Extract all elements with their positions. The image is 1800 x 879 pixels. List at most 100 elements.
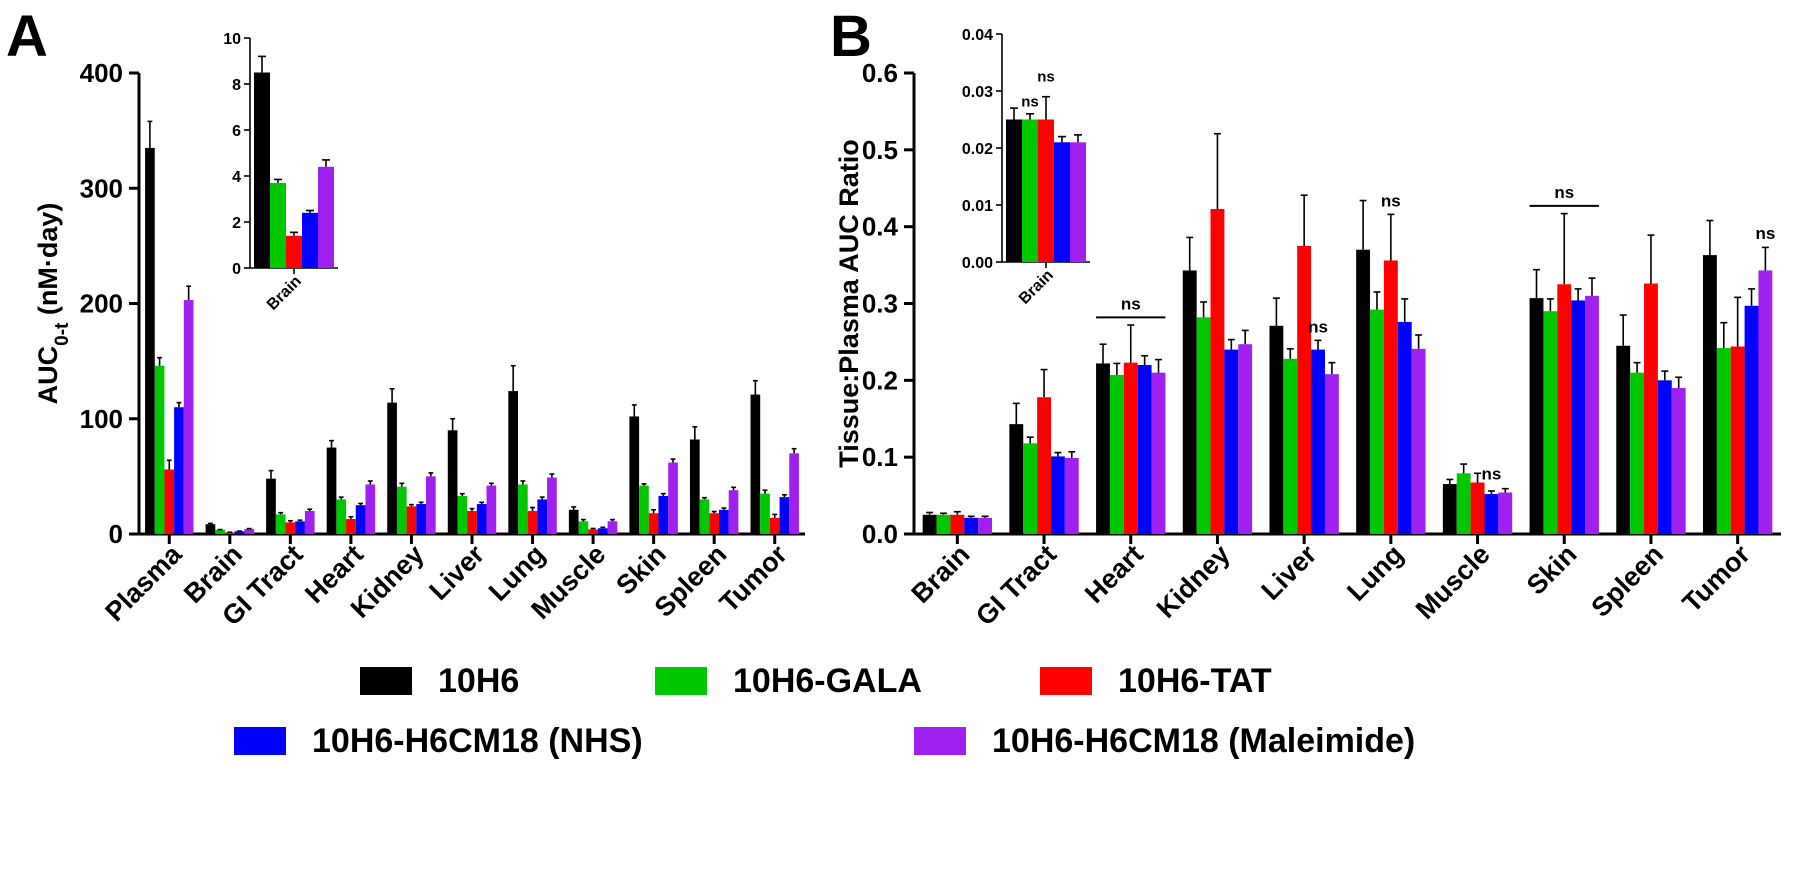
bar bbox=[568, 509, 579, 534]
inset-bar bbox=[286, 235, 302, 268]
bar bbox=[183, 300, 194, 534]
bar bbox=[1744, 305, 1759, 534]
legend-swatch bbox=[360, 667, 412, 695]
bar bbox=[1096, 363, 1110, 534]
bar bbox=[1585, 295, 1599, 534]
panel-label-b: B bbox=[830, 4, 872, 69]
bar bbox=[639, 485, 649, 534]
bar bbox=[355, 505, 366, 534]
bar bbox=[1383, 260, 1398, 534]
bar bbox=[387, 402, 397, 534]
bar bbox=[1557, 284, 1572, 534]
bar bbox=[607, 521, 618, 534]
inset-y-tick-label: 0.02 bbox=[962, 141, 993, 158]
bar bbox=[597, 528, 608, 534]
bar bbox=[950, 514, 965, 534]
bar bbox=[1370, 309, 1384, 534]
inset-y-tick-label: 0.04 bbox=[962, 27, 993, 44]
bar bbox=[1397, 321, 1412, 534]
bar bbox=[1064, 457, 1079, 534]
bar bbox=[699, 499, 710, 534]
y-tick-label: 0.1 bbox=[862, 442, 898, 472]
significance-label: ns bbox=[1381, 192, 1401, 211]
bar bbox=[588, 529, 598, 534]
bar bbox=[1758, 270, 1773, 534]
bar bbox=[266, 478, 276, 534]
significance-label: ns bbox=[1554, 183, 1574, 202]
bar bbox=[527, 510, 538, 534]
bar bbox=[1411, 348, 1426, 534]
x-tick-label: Spleen bbox=[1585, 539, 1669, 623]
y-axis-label-subscript: 0-t bbox=[52, 322, 73, 346]
bar bbox=[1543, 311, 1558, 534]
significance-label: ns bbox=[1482, 464, 1502, 483]
legend-label: 10H6 bbox=[438, 662, 519, 700]
inset-y-tick-label: 8 bbox=[232, 77, 241, 94]
panel-label-a: A bbox=[6, 4, 48, 69]
legend-swatch bbox=[914, 727, 966, 755]
inset-bar bbox=[270, 182, 286, 268]
inset-y-tick-label: 0.03 bbox=[962, 84, 993, 101]
legend-label: 10H6-H6CM18 (NHS) bbox=[312, 722, 643, 760]
bar bbox=[457, 495, 468, 534]
legend-label: 10H6-TAT bbox=[1118, 662, 1272, 700]
bar bbox=[769, 517, 780, 534]
bar bbox=[406, 506, 417, 534]
bar bbox=[964, 517, 979, 534]
bar bbox=[1671, 388, 1686, 534]
legend-item: 10H6-GALA bbox=[655, 662, 922, 700]
y-tick-label: 0.5 bbox=[862, 135, 898, 165]
bar bbox=[1109, 374, 1124, 534]
bar bbox=[295, 521, 305, 534]
x-tick-label: Plasma bbox=[99, 538, 188, 627]
y-tick-label: 0.0 bbox=[862, 519, 898, 549]
bar bbox=[304, 510, 315, 534]
inset-y-tick-label: 0.01 bbox=[962, 198, 993, 215]
legend-label: 10H6-GALA bbox=[733, 662, 922, 700]
legend-swatch bbox=[234, 727, 286, 755]
y-tick-label: 0.4 bbox=[862, 212, 899, 242]
inset-y-tick-label: 6 bbox=[232, 123, 241, 140]
y-axis-label: Tissue:Plasma AUC Ratio bbox=[834, 139, 864, 468]
inset-y-tick-label: 0.00 bbox=[962, 255, 993, 272]
bar bbox=[1529, 298, 1544, 534]
bar bbox=[447, 430, 458, 534]
bar bbox=[922, 514, 937, 534]
bar bbox=[648, 513, 659, 534]
inset-bar bbox=[318, 166, 334, 268]
y-tick-label: 200 bbox=[80, 289, 123, 319]
bar bbox=[1210, 208, 1225, 534]
bar bbox=[476, 504, 487, 534]
bar bbox=[425, 476, 436, 534]
x-tick-label: Tumor bbox=[714, 539, 794, 619]
bar bbox=[1498, 492, 1513, 534]
legend-swatch bbox=[1040, 667, 1092, 695]
y-axis-label-unit: (nM·day) bbox=[33, 203, 63, 323]
inset-bar bbox=[1006, 119, 1022, 262]
bar bbox=[1442, 484, 1457, 534]
bar bbox=[326, 447, 337, 534]
bar bbox=[164, 469, 175, 534]
bar bbox=[1456, 473, 1471, 534]
inset-y-tick-label: 2 bbox=[232, 215, 241, 232]
bar bbox=[486, 485, 497, 534]
bar bbox=[689, 439, 700, 534]
inset-significance-label: ns bbox=[1021, 93, 1039, 110]
bar bbox=[1644, 283, 1658, 534]
bar bbox=[215, 529, 225, 534]
inset-bar bbox=[302, 212, 318, 268]
bar bbox=[224, 532, 235, 534]
inset-chart: 0 2 4 6 8 10 Brain bbox=[223, 31, 338, 314]
bar bbox=[1716, 348, 1731, 534]
inset-bar bbox=[254, 72, 270, 268]
bar bbox=[244, 528, 255, 534]
x-tick-label: Liver bbox=[423, 539, 490, 606]
legend-swatch bbox=[655, 667, 707, 695]
inset-significance-label: ns bbox=[1037, 68, 1055, 85]
inset-chart: 0.00 0.01 0.02 0.03 0.04 Brain ns ns bbox=[962, 27, 1090, 308]
y-tick-label: 0 bbox=[109, 519, 123, 549]
legend: 10H6 10H6-GALA 10H6-TAT 10H6-H6CM18 (NHS) 10… bbox=[234, 662, 1415, 760]
x-tick-label: Liver bbox=[1256, 539, 1323, 606]
